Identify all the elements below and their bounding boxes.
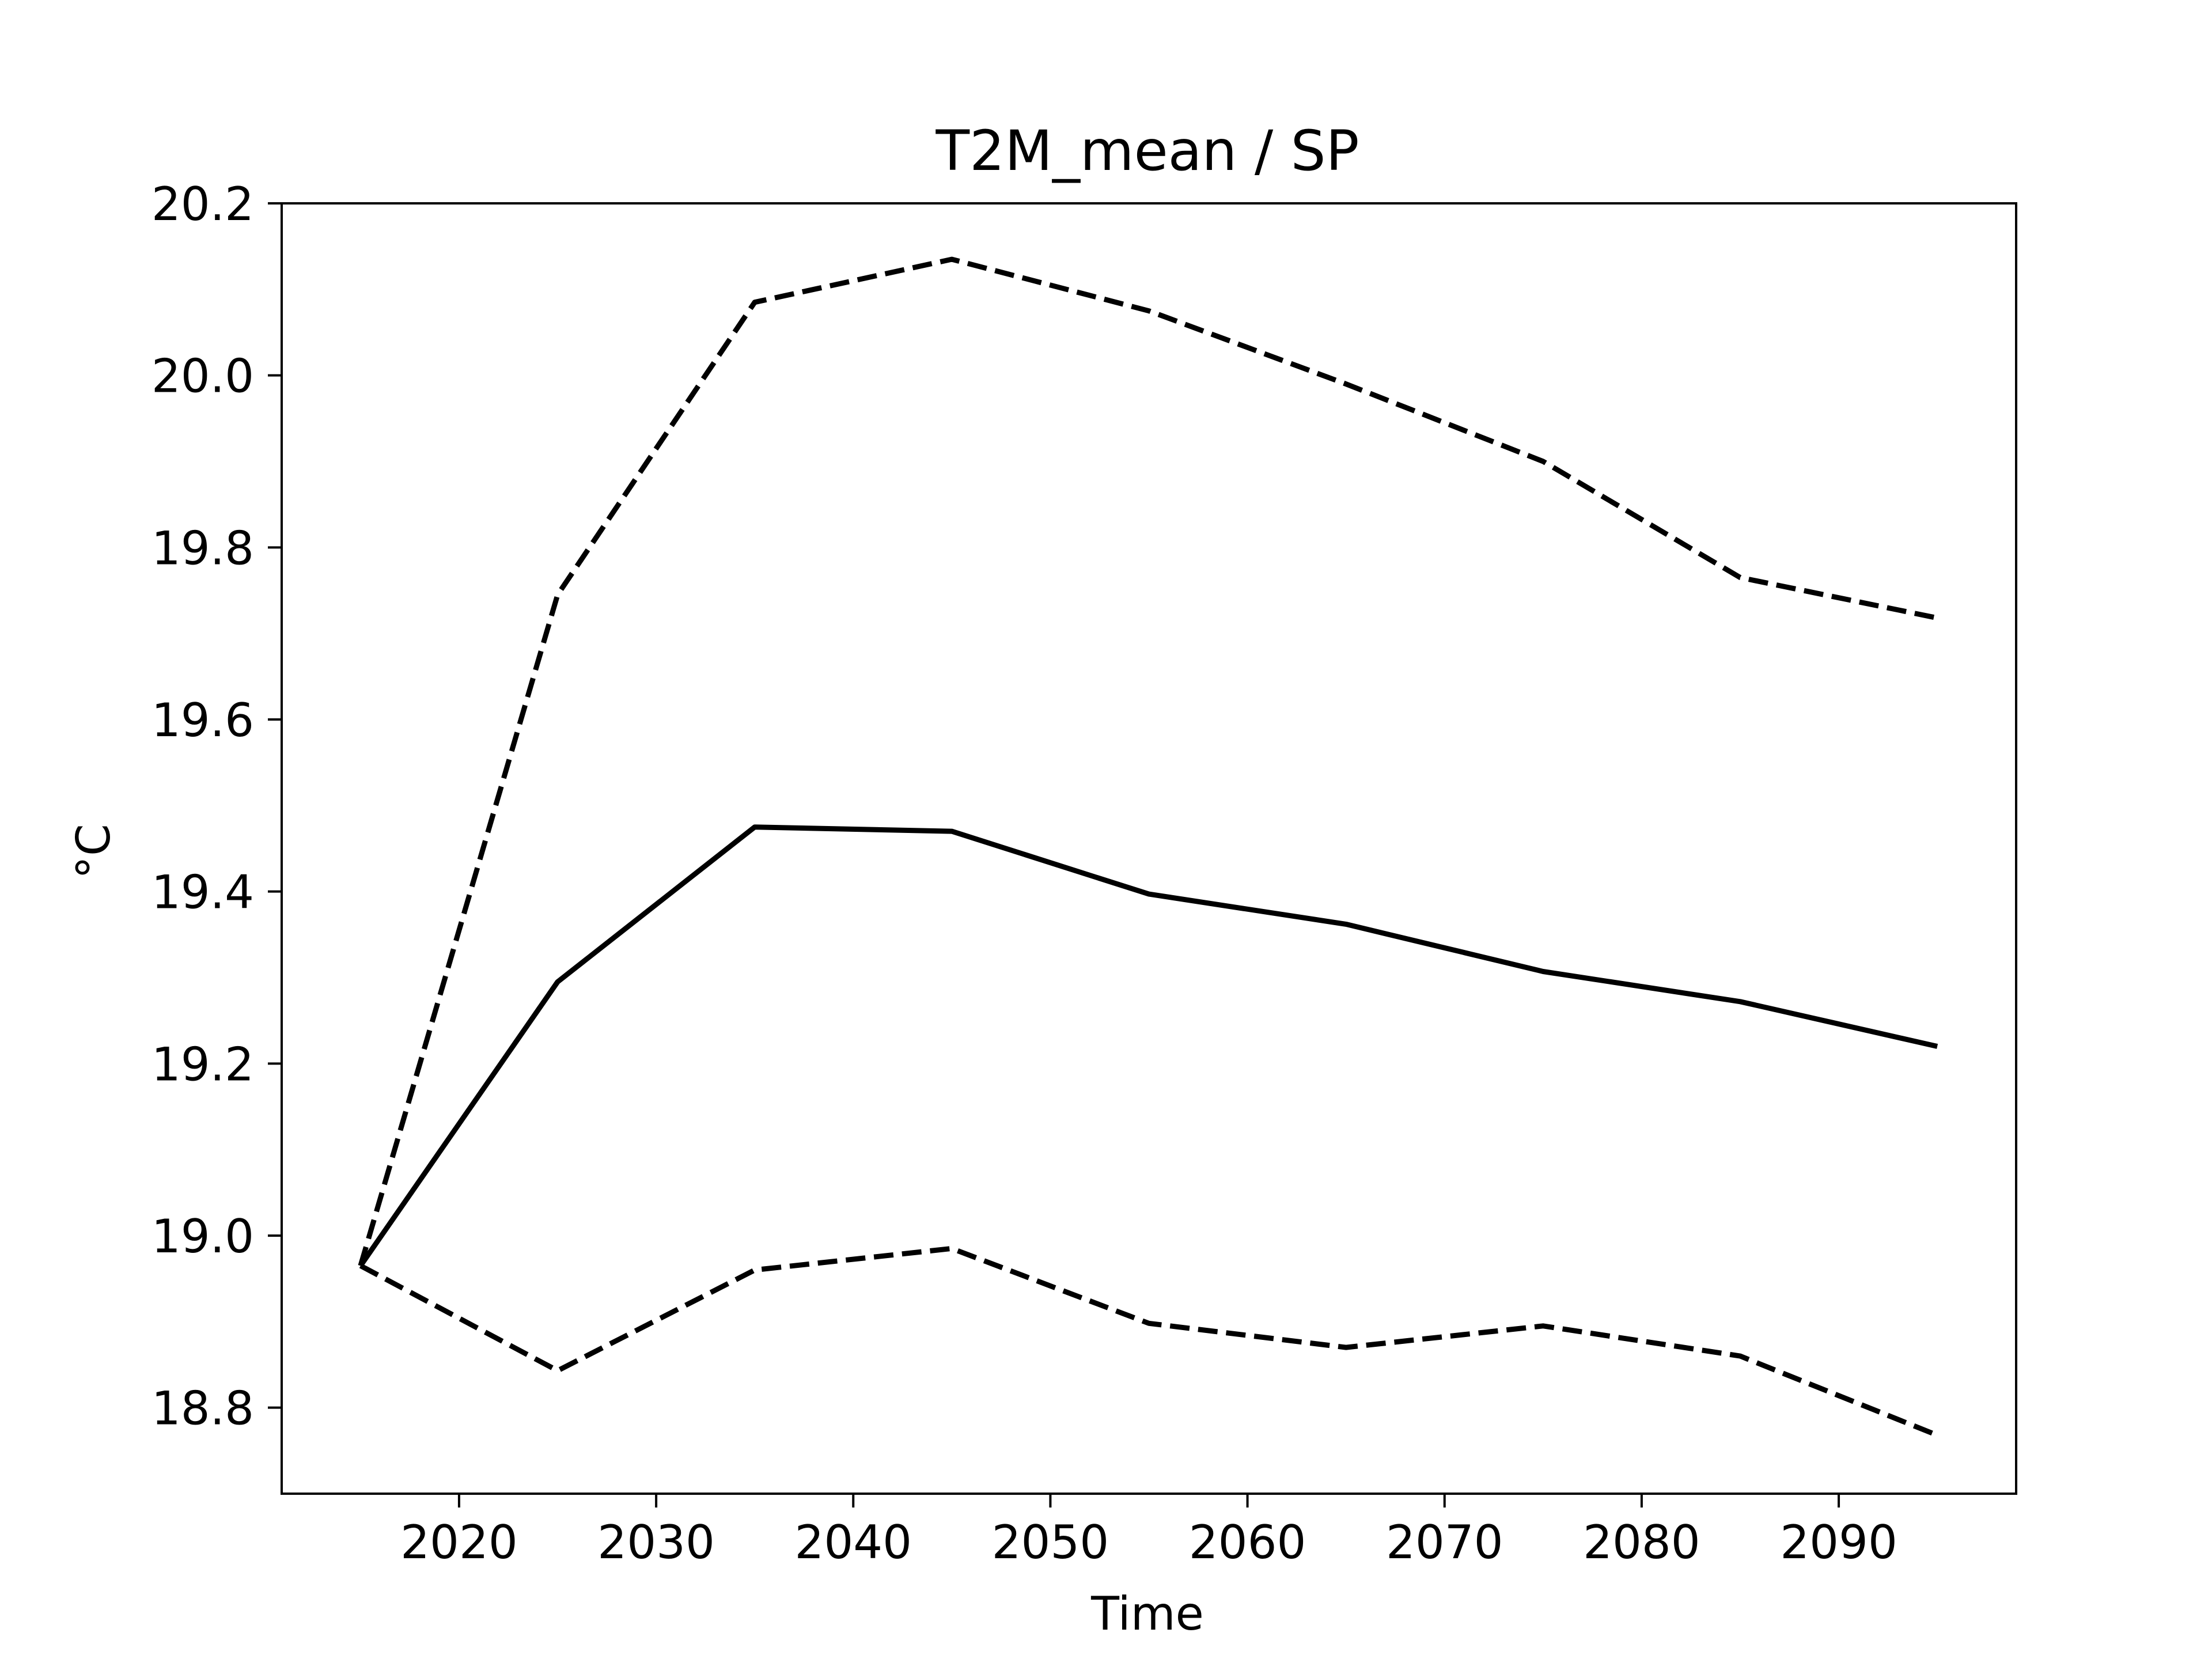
central-line (358, 824, 1938, 1267)
x-tick-label: 2040 (794, 1516, 912, 1569)
y-tick-label: 19.8 (151, 521, 254, 575)
y-tick-label: 19.2 (151, 1037, 254, 1091)
y-tick-label: 20.0 (151, 350, 254, 403)
y-tick-label: 19.6 (151, 694, 254, 747)
lower-bound-line (359, 1245, 1938, 1438)
plot-frame (281, 202, 2017, 1495)
upper-bound-line (358, 256, 1938, 1267)
x-axis-label: Time (1090, 1587, 1204, 1641)
x-tick-label: 2080 (1583, 1516, 1700, 1569)
x-tick-label: 2030 (597, 1516, 715, 1569)
x-tick-label: 2070 (1386, 1516, 1503, 1569)
chart-title: T2M_mean / SP (935, 119, 1359, 183)
y-tick-label: 19.4 (151, 866, 254, 919)
x-tick-label: 2090 (1780, 1516, 1897, 1569)
x-tick-label: 2020 (400, 1516, 518, 1569)
y-tick-label: 18.8 (151, 1382, 254, 1435)
y-tick-label: 19.0 (151, 1210, 254, 1263)
y-tick-label: 20.2 (151, 177, 254, 231)
x-tick-label: 2060 (1189, 1516, 1306, 1569)
ticks-layer: 2020 2030 2040 2050 2060 2070 2080 2090 18.8 19.0… (151, 177, 1897, 1569)
y-axis-label: °C (67, 824, 120, 879)
series-layer (358, 256, 1938, 1438)
x-tick-label: 2050 (992, 1516, 1109, 1569)
